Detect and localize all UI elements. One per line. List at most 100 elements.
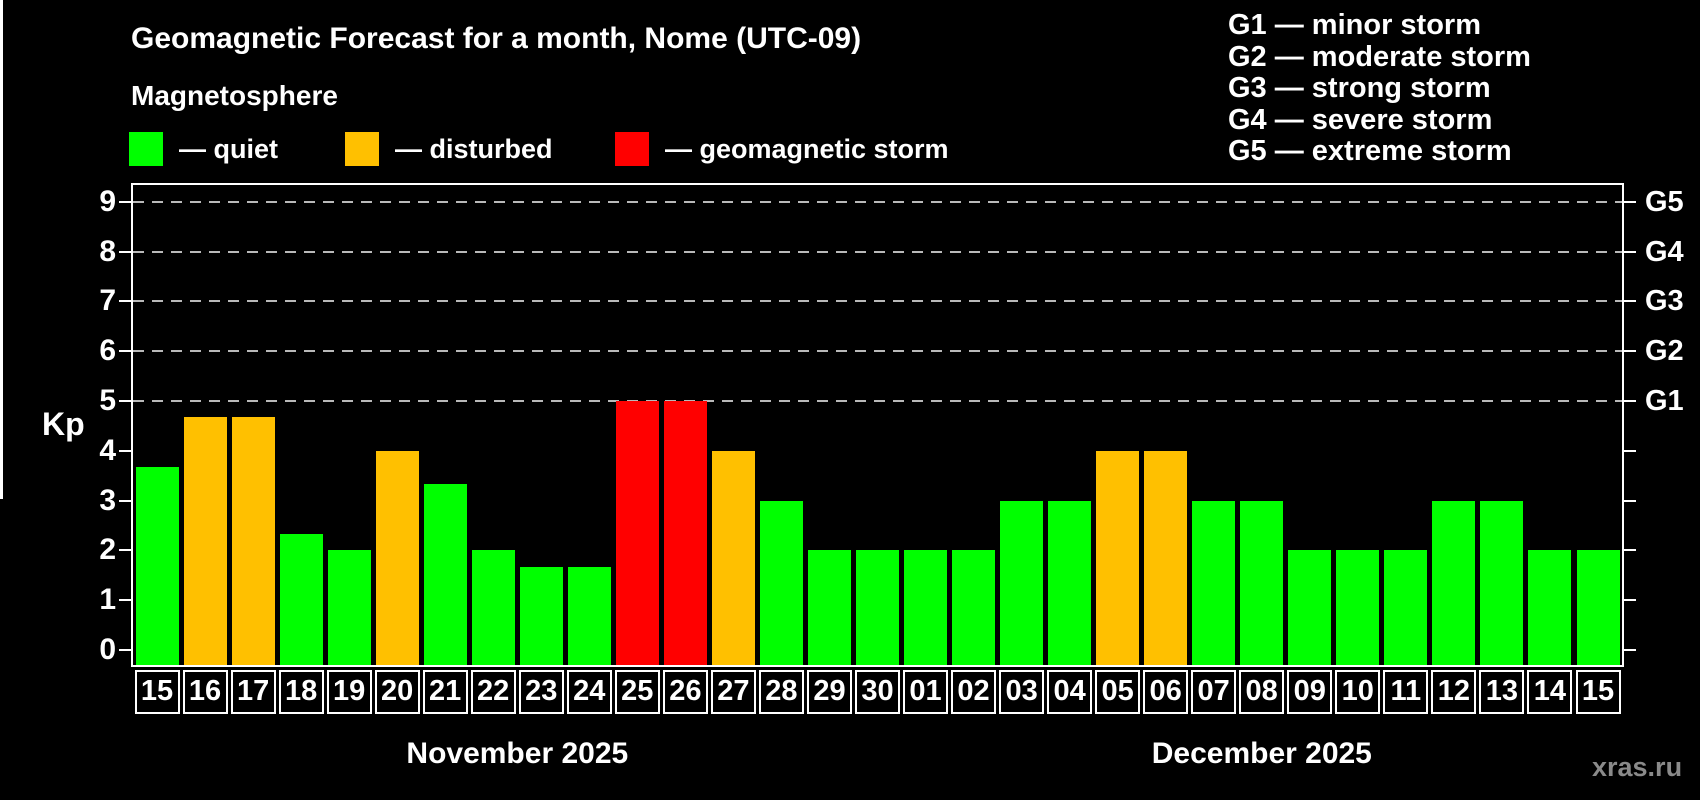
y-axis-tick-left	[119, 449, 131, 452]
day-label-20: 20	[374, 670, 420, 714]
kp-bar-november-18	[279, 534, 323, 665]
y-axis-tick-right	[1624, 200, 1636, 203]
day-label-30: 30	[855, 670, 900, 714]
month-label-december: December 2025	[1151, 737, 1372, 770]
kp-bar-november-29	[808, 550, 851, 665]
kp-bar-november-30	[856, 550, 899, 665]
plot-area	[131, 183, 1624, 667]
day-label-22: 22	[470, 670, 516, 714]
gridline-kp9	[133, 200, 1622, 203]
legend-label: — disturbed	[395, 133, 553, 164]
kp-bar-december-02	[952, 550, 995, 665]
y-axis-tick-left	[119, 499, 131, 502]
day-label-14: 14	[1527, 670, 1573, 714]
chart-title: Geomagnetic Forecast for a month, Nome (…	[131, 22, 862, 55]
gridline-kp7	[133, 300, 1622, 303]
y-axis-tick-right	[1624, 499, 1636, 502]
kp-bar-december-09	[1288, 550, 1332, 665]
day-label-01: 01	[903, 670, 948, 714]
y-axis-tick-left	[119, 649, 131, 651]
y-axis-tick-right	[1624, 300, 1636, 303]
day-label-08: 08	[1239, 670, 1285, 714]
storm-scale-entry: G5 — extreme storm	[1228, 135, 1512, 168]
y-axis-tick-left	[119, 400, 131, 402]
day-label-07: 07	[1191, 670, 1237, 714]
watermark: xras.ru	[1592, 752, 1683, 782]
kp-bar-november-28	[759, 500, 803, 665]
gridline-kp5	[133, 400, 1622, 402]
g-scale-label-g4: G4	[1645, 235, 1684, 268]
y-axis-tick-left	[119, 549, 131, 552]
chart-subtitle: Magnetosphere	[131, 80, 338, 111]
day-label-06: 06	[1143, 670, 1189, 714]
kp-bar-november-27	[711, 450, 755, 665]
y-axis-tick-right	[1624, 449, 1636, 452]
storm-scale-entry: G3 — strong storm	[1228, 72, 1491, 105]
kp-bar-november-17	[231, 417, 275, 665]
gridline-kp8	[133, 250, 1622, 253]
day-label-09: 09	[1287, 670, 1333, 714]
kp-bar-december-10	[1336, 550, 1380, 665]
y-axis-label: Kp	[42, 406, 85, 442]
y-axis-tick-left	[119, 599, 131, 602]
y-axis-tick-left	[119, 250, 131, 253]
kp-bar-december-01	[904, 550, 947, 665]
day-label-15: 15	[134, 670, 180, 714]
kp-bar-november-26	[663, 401, 707, 665]
y-tick-label: 8	[99, 234, 116, 268]
y-tick-label: 9	[99, 184, 116, 218]
kp-bar-november-22	[471, 550, 515, 665]
kp-bar-november-24	[567, 566, 611, 665]
kp-bar-december-14	[1528, 550, 1572, 665]
kp-bar-december-15	[1576, 550, 1620, 665]
kp-bar-december-08	[1240, 500, 1284, 665]
y-tick-label: 1	[99, 583, 116, 617]
kp-bar-december-03	[1000, 500, 1044, 665]
day-label-18: 18	[278, 670, 324, 714]
month-divider	[0, 0, 3, 499]
y-tick-label: 2	[99, 533, 116, 567]
kp-bar-november-15	[135, 467, 179, 665]
kp-bar-december-05	[1096, 450, 1140, 665]
day-label-24: 24	[566, 670, 612, 714]
y-axis-tick-right	[1624, 599, 1636, 602]
kp-bar-december-12	[1432, 500, 1476, 665]
kp-bar-november-20	[375, 450, 419, 665]
day-label-15: 15	[1575, 670, 1621, 714]
day-label-11: 11	[1383, 670, 1429, 714]
day-label-17: 17	[230, 670, 276, 714]
storm-swatch-icon	[615, 132, 649, 166]
y-axis-tick-left	[119, 200, 131, 203]
storm-scale-entry: G1 — minor storm	[1228, 9, 1481, 41]
day-label-04: 04	[1047, 670, 1093, 714]
day-label-19: 19	[326, 670, 372, 714]
month-label-november: November 2025	[406, 737, 629, 770]
g-scale-label-g3: G3	[1645, 285, 1684, 318]
kp-bar-november-16	[183, 417, 227, 665]
day-label-12: 12	[1431, 670, 1477, 714]
legend-item-disturbed: — disturbed	[345, 131, 553, 167]
day-label-05: 05	[1095, 670, 1141, 714]
day-label-25: 25	[614, 670, 660, 714]
y-axis-tick-left	[119, 300, 131, 303]
legend-label: — geomagnetic storm	[665, 133, 949, 164]
legend-item-storm: — geomagnetic storm	[615, 131, 949, 167]
day-label-03: 03	[999, 670, 1045, 714]
kp-bar-december-13	[1480, 500, 1524, 665]
y-tick-label: 6	[99, 334, 116, 368]
day-label-02: 02	[951, 670, 996, 714]
legend-label: — quiet	[179, 133, 278, 164]
kp-bar-november-25	[615, 401, 659, 665]
day-label-23: 23	[518, 670, 564, 714]
day-label-28: 28	[758, 670, 804, 714]
y-axis-tick-right	[1624, 549, 1636, 552]
day-label-29: 29	[807, 670, 852, 714]
y-axis-tick-right	[1624, 250, 1636, 253]
y-tick-label: 7	[99, 284, 116, 318]
kp-bar-december-07	[1192, 500, 1236, 665]
day-label-27: 27	[710, 670, 756, 714]
gridline-kp6	[133, 350, 1622, 353]
day-label-21: 21	[422, 670, 468, 714]
y-axis-tick-right	[1624, 350, 1636, 353]
